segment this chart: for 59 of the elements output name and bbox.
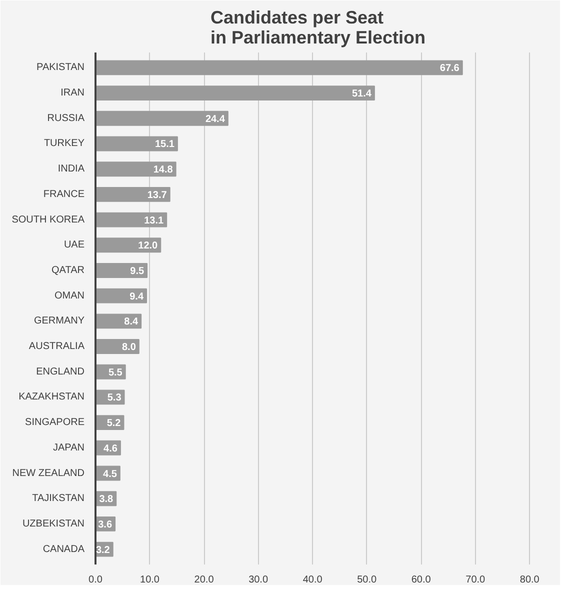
y-tick-label: TAJIKSTAN [32,493,85,504]
bar [96,86,375,101]
x-tick-label: 80.0 [520,574,540,586]
x-tick-label: 0.0 [88,574,103,586]
y-tick-label: GERMANY [34,316,85,327]
y-tick-label: CANADA [42,544,85,555]
data-label: 13.7 [147,190,168,201]
y-tick-label: OMAN [54,290,84,302]
y-tick-label: SINGAPORE [25,417,85,428]
chart-title: Candidates per Seat in Parliamentary Election [210,8,426,48]
data-label: 9.4 [130,291,144,302]
bar [96,110,228,126]
y-tick-label: UAE [64,240,85,251]
y-tick-label: KAZAKHSTAN [18,392,84,403]
data-label: 9.5 [130,266,144,277]
data-label: 14.8 [153,164,174,176]
data-label: 8.4 [124,316,139,328]
x-tick-label: 40.0 [302,574,323,586]
y-tick-label: UZBEKISTAN [22,518,84,530]
data-label: 4.5 [103,468,118,480]
data-label: 8.0 [122,342,136,354]
data-label: 13.1 [144,215,164,226]
data-label: 3.8 [99,494,114,506]
bar [96,60,463,76]
bar [96,136,178,152]
y-tick-label: TURKEY [44,138,85,150]
y-tick-label: PAKISTAN [36,62,85,74]
x-tick-label: 30.0 [248,574,268,586]
data-label: 15.1 [154,139,175,150]
y-tick-label: RUSSIA [47,112,85,124]
data-label: 24.4 [205,114,226,125]
bar [96,238,162,253]
data-label: 12.0 [138,240,158,252]
x-tick-label: 60.0 [411,574,432,586]
bar [96,263,148,278]
data-label: 51.4 [352,88,372,100]
bar [96,212,168,228]
y-tick-label: FRANCE [43,188,85,200]
data-label: 5.2 [106,418,122,430]
data-label: 5.5 [108,367,123,378]
y-tick-label: NEW ZEALAND [12,468,85,479]
bar [96,162,176,177]
y-tick-label: ENGLAND [36,366,85,378]
y-tick-label: AUSTRALIA [28,341,85,352]
y-tick-label: QATAR [52,264,85,276]
y-tick-label: IRAN [60,88,85,99]
y-tick-label: JAPAN [53,442,85,454]
x-tick-label: 20.0 [194,574,214,586]
y-tick-label: INDIA [58,164,85,175]
y-tick-label: SOUTH KOREA [12,214,85,226]
data-label: 67.6 [440,63,460,74]
bar [96,186,170,202]
data-label: 5.3 [107,392,122,404]
bar [96,288,148,304]
x-tick-label: 70.0 [466,574,486,586]
x-tick-label: 50.0 [357,574,378,586]
x-tick-label: 10.0 [140,574,160,586]
data-label: 4.6 [104,443,118,454]
data-label: 3.6 [98,519,112,530]
